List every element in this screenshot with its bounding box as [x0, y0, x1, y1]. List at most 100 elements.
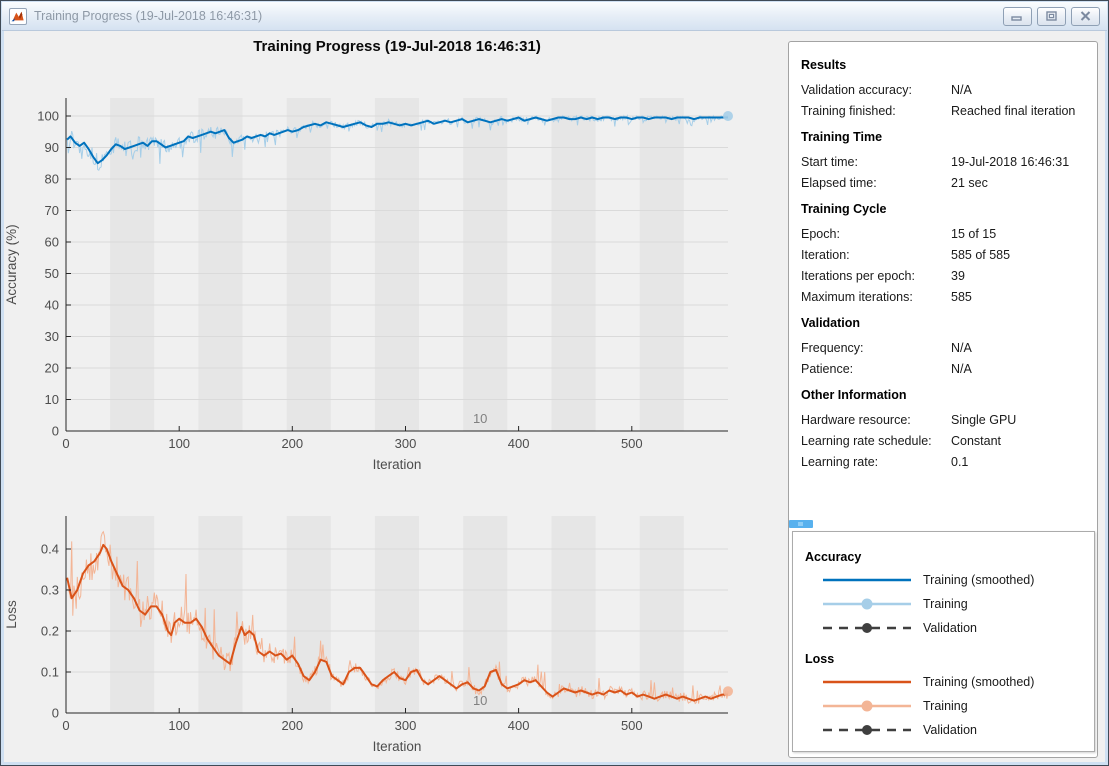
restore-icon	[1046, 11, 1057, 21]
info-row: Learning rate schedule: Constant	[801, 430, 1089, 451]
row-label: Patience:	[801, 361, 854, 376]
minimize-button[interactable]	[1003, 6, 1032, 26]
title-bar[interactable]: Training Progress (19-Jul-2018 16:46:31)	[2, 2, 1107, 31]
row-label: Learning rate:	[801, 454, 879, 469]
legend-item: Training (smoothed)	[805, 670, 1094, 694]
svg-text:10: 10	[473, 693, 487, 708]
section-title-training-time: Training Time	[801, 130, 883, 144]
svg-text:10: 10	[45, 392, 59, 407]
svg-text:60: 60	[45, 235, 59, 250]
row-label: Elapsed time:	[801, 175, 877, 190]
legend-item: Validation	[805, 616, 1094, 640]
row-label: Epoch:	[801, 226, 840, 241]
row-value: 585	[951, 289, 972, 304]
matlab-icon	[9, 7, 27, 25]
row-label: Learning rate schedule:	[801, 433, 932, 448]
info-row: Hardware resource: Single GPU	[801, 409, 1089, 430]
svg-text:500: 500	[621, 436, 643, 451]
window-title: Training Progress (19-Jul-2018 16:46:31)	[34, 9, 263, 23]
svg-text:100: 100	[168, 718, 190, 733]
loss-smoothed-line-swatch	[823, 680, 911, 684]
legend-panel: Accuracy Training (smoothed) Training Va…	[792, 531, 1095, 752]
svg-text:0: 0	[62, 436, 69, 451]
svg-text:0: 0	[52, 706, 59, 721]
row-value: 39	[951, 268, 965, 283]
svg-text:300: 300	[395, 718, 417, 733]
legend-item: Training	[805, 694, 1094, 718]
window-controls	[1003, 6, 1100, 26]
accuracy-validation-line-swatch	[823, 623, 911, 633]
svg-text:90: 90	[45, 140, 59, 155]
info-row: Training finished: Reached final iteratio…	[801, 100, 1089, 121]
svg-text:200: 200	[281, 718, 303, 733]
info-row: Learning rate: 0.1	[801, 451, 1089, 472]
svg-text:0.4: 0.4	[41, 542, 59, 557]
legend-label: Validation	[923, 723, 977, 737]
row-value: Constant	[951, 433, 1002, 448]
legend-label: Validation	[923, 621, 977, 635]
section-title-results: Results	[801, 58, 847, 72]
svg-text:0: 0	[62, 718, 69, 733]
row-label: Start time:	[801, 154, 858, 169]
svg-text:0: 0	[52, 424, 59, 439]
accuracy-smoothed-line-swatch	[823, 578, 911, 582]
info-row: Iterations per epoch: 39	[801, 265, 1089, 286]
section-title-validation: Validation	[801, 316, 861, 330]
info-row: Start time: 19-Jul-2018 16:46:31	[801, 151, 1089, 172]
accuracy-training-line-swatch	[823, 598, 911, 610]
svg-text:20: 20	[45, 361, 59, 376]
svg-text:100: 100	[37, 109, 59, 124]
legend-label: Training	[923, 597, 968, 611]
row-label: Frequency:	[801, 340, 864, 355]
info-row: Iteration: 585 of 585	[801, 244, 1089, 265]
svg-text:200: 200	[281, 436, 303, 451]
minimize-icon	[1011, 15, 1022, 21]
svg-text:10: 10	[473, 411, 487, 426]
svg-text:500: 500	[621, 718, 643, 733]
section-title-other-information: Other Information	[801, 388, 907, 402]
svg-text:100: 100	[168, 436, 190, 451]
info-row: Epoch: 15 of 15	[801, 223, 1089, 244]
row-label: Validation accuracy:	[801, 82, 912, 97]
info-row: Elapsed time: 21 sec	[801, 172, 1089, 193]
row-label: Hardware resource:	[801, 412, 911, 427]
row-value: 585 of 585	[951, 247, 1011, 262]
svg-text:Accuracy (%): Accuracy (%)	[4, 224, 19, 304]
svg-text:400: 400	[508, 436, 530, 451]
row-value: Reached final iteration	[951, 103, 1076, 118]
row-label: Training finished:	[801, 103, 896, 118]
svg-text:0.2: 0.2	[41, 624, 59, 639]
panel-scrollbar-thumb[interactable]	[789, 520, 813, 528]
restore-button[interactable]	[1037, 6, 1066, 26]
legend-item: Training (smoothed)	[805, 568, 1094, 592]
close-button[interactable]	[1071, 6, 1100, 26]
svg-text:0.3: 0.3	[41, 583, 59, 598]
row-label: Iteration:	[801, 247, 850, 262]
row-value: 15 of 15	[951, 226, 997, 241]
svg-text:70: 70	[45, 203, 59, 218]
svg-text:30: 30	[45, 329, 59, 344]
row-value: N/A	[951, 361, 972, 376]
svg-text:0.1: 0.1	[41, 665, 59, 680]
close-icon	[1080, 11, 1091, 21]
info-row: Validation accuracy: N/A	[801, 79, 1089, 100]
svg-text:80: 80	[45, 172, 59, 187]
svg-text:Iteration: Iteration	[373, 739, 422, 754]
row-value: 0.1	[951, 454, 969, 469]
info-row: Maximum iterations: 585	[801, 286, 1089, 307]
info-row: Frequency: N/A	[801, 337, 1089, 358]
legend-label: Training (smoothed)	[923, 573, 1035, 587]
legend-group-title-accuracy: Accuracy	[805, 550, 862, 564]
svg-text:40: 40	[45, 298, 59, 313]
figure-title: Training Progress (19-Jul-2018 16:46:31)	[253, 38, 541, 55]
row-value: 19-Jul-2018 16:46:31	[951, 154, 1070, 169]
row-value: N/A	[951, 82, 972, 97]
legend-group-title-loss: Loss	[805, 652, 835, 666]
row-value: N/A	[951, 340, 972, 355]
row-value: Single GPU	[951, 412, 1017, 427]
svg-text:Iteration: Iteration	[373, 457, 422, 472]
svg-text:Loss: Loss	[4, 600, 19, 629]
